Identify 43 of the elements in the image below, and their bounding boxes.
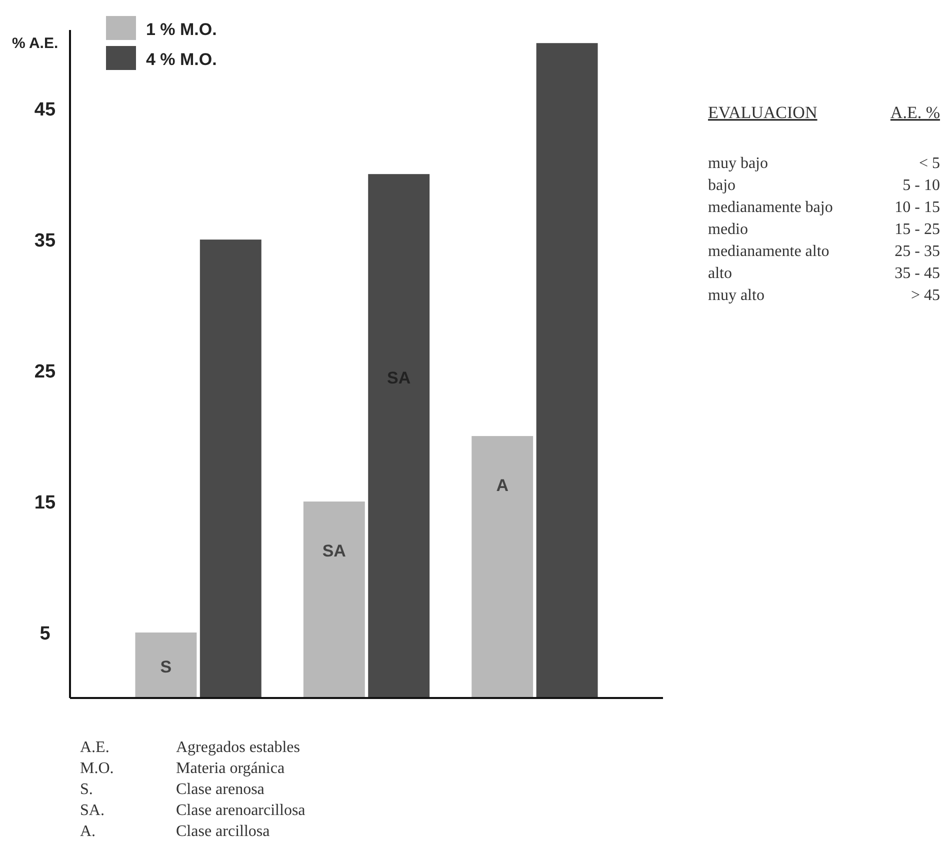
text: > 45 bbox=[910, 287, 940, 304]
bar bbox=[536, 43, 598, 698]
y-tick-label: 15 bbox=[34, 492, 56, 514]
bar bbox=[135, 632, 197, 698]
text: 25 - 35 bbox=[894, 243, 940, 260]
data-label: SA bbox=[322, 542, 346, 561]
bar bbox=[303, 502, 365, 698]
text: muy bajo bbox=[708, 155, 768, 172]
data-label: S bbox=[160, 657, 172, 676]
text: Clase arenoarcillosa bbox=[176, 802, 306, 819]
text: alto bbox=[708, 265, 732, 282]
text: A. bbox=[80, 823, 96, 840]
text: 35 - 45 bbox=[894, 265, 940, 282]
y-axis-title: % A.E. bbox=[12, 35, 58, 52]
text: M.O. bbox=[80, 760, 114, 777]
text: medianamente bajo bbox=[708, 199, 833, 216]
text: 10 - 15 bbox=[894, 199, 940, 216]
y-tick-label: 25 bbox=[34, 362, 56, 383]
y-tick-label: 35 bbox=[34, 230, 56, 252]
text: EVALUACION bbox=[708, 103, 818, 122]
text: A.E. bbox=[80, 739, 110, 756]
y-tick-label: 45 bbox=[34, 100, 56, 121]
text: Clase arcillosa bbox=[176, 823, 270, 840]
text: SA. bbox=[80, 802, 104, 819]
text: medianamente alto bbox=[708, 243, 830, 260]
text: Clase arenosa bbox=[176, 781, 264, 798]
data-label: A bbox=[496, 476, 508, 496]
text: Agregados estables bbox=[176, 739, 300, 756]
bar bbox=[368, 174, 430, 698]
text: medio bbox=[708, 221, 748, 238]
text: < 5 bbox=[918, 155, 940, 172]
text: 15 - 25 bbox=[894, 221, 940, 238]
bar bbox=[200, 240, 262, 698]
legend-label: 1 % M.O. bbox=[146, 20, 217, 39]
bar bbox=[472, 436, 534, 698]
text: bajo bbox=[708, 177, 736, 194]
text: 5 - 10 bbox=[902, 177, 940, 194]
legend-label: 4 % M.O. bbox=[146, 50, 217, 69]
text: A.E. % bbox=[890, 103, 940, 122]
text: S. bbox=[80, 781, 93, 798]
y-tick-label: 5 bbox=[40, 624, 51, 645]
text: Materia orgánica bbox=[176, 760, 285, 777]
text: muy alto bbox=[708, 287, 764, 304]
